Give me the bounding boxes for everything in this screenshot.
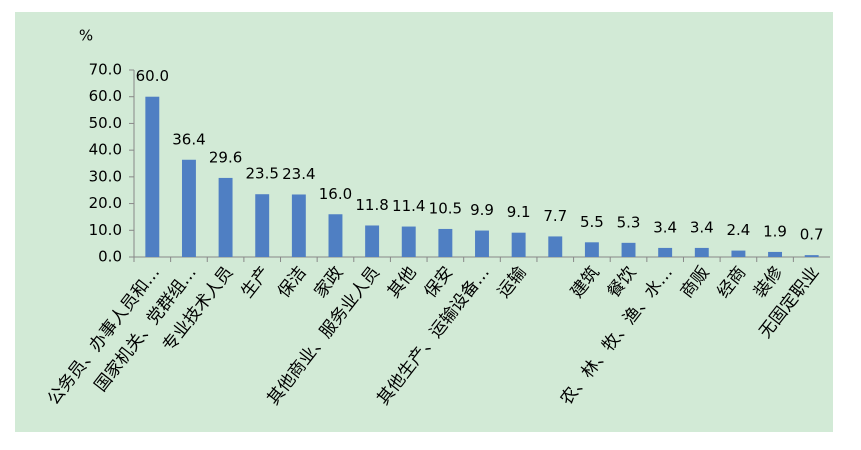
value-label: 23.4 bbox=[282, 165, 315, 183]
bar bbox=[621, 242, 636, 257]
value-label: 60.0 bbox=[136, 67, 169, 85]
value-label: 9.1 bbox=[507, 203, 531, 221]
value-label: 1.9 bbox=[763, 222, 787, 240]
value-label: 36.4 bbox=[172, 130, 205, 148]
value-label: 5.5 bbox=[580, 213, 604, 231]
value-label: 2.4 bbox=[726, 221, 750, 239]
bar bbox=[694, 247, 709, 257]
y-tick-label: 20.0 bbox=[89, 194, 122, 212]
bar bbox=[511, 232, 526, 257]
bar bbox=[475, 230, 489, 257]
bar bbox=[181, 159, 196, 257]
value-label: 7.7 bbox=[543, 207, 567, 225]
bar bbox=[401, 226, 416, 257]
bar bbox=[145, 96, 160, 257]
y-tick-label: 0.0 bbox=[98, 248, 122, 266]
bar bbox=[365, 225, 380, 257]
value-label: 5.3 bbox=[617, 213, 641, 231]
value-label: 3.4 bbox=[653, 218, 677, 236]
bar bbox=[804, 255, 819, 257]
bar bbox=[255, 194, 270, 257]
bar bbox=[584, 242, 599, 257]
bar bbox=[328, 214, 343, 257]
y-tick-label: 10.0 bbox=[89, 221, 122, 239]
value-label: 11.4 bbox=[392, 197, 425, 215]
y-tick-label: 70.0 bbox=[89, 61, 122, 79]
value-label: 0.7 bbox=[800, 226, 824, 244]
bar bbox=[768, 251, 783, 257]
bar bbox=[731, 250, 746, 257]
bar bbox=[548, 236, 563, 257]
value-label: 10.5 bbox=[429, 199, 462, 217]
value-label: 11.8 bbox=[355, 196, 388, 214]
value-label: 29.6 bbox=[209, 148, 242, 166]
value-label: 9.9 bbox=[470, 201, 494, 219]
bar bbox=[438, 228, 453, 257]
bar bbox=[291, 194, 306, 257]
y-tick-label: 60.0 bbox=[89, 87, 122, 105]
y-tick-label: 30.0 bbox=[89, 167, 122, 185]
y-axis-unit: % bbox=[79, 27, 93, 45]
value-label: 23.5 bbox=[246, 165, 279, 183]
y-tick-label: 40.0 bbox=[89, 141, 122, 159]
value-label: 16.0 bbox=[319, 185, 352, 203]
bar bbox=[658, 247, 673, 257]
value-label: 3.4 bbox=[690, 218, 714, 236]
y-tick-label: 50.0 bbox=[89, 114, 122, 132]
bar bbox=[218, 177, 233, 257]
